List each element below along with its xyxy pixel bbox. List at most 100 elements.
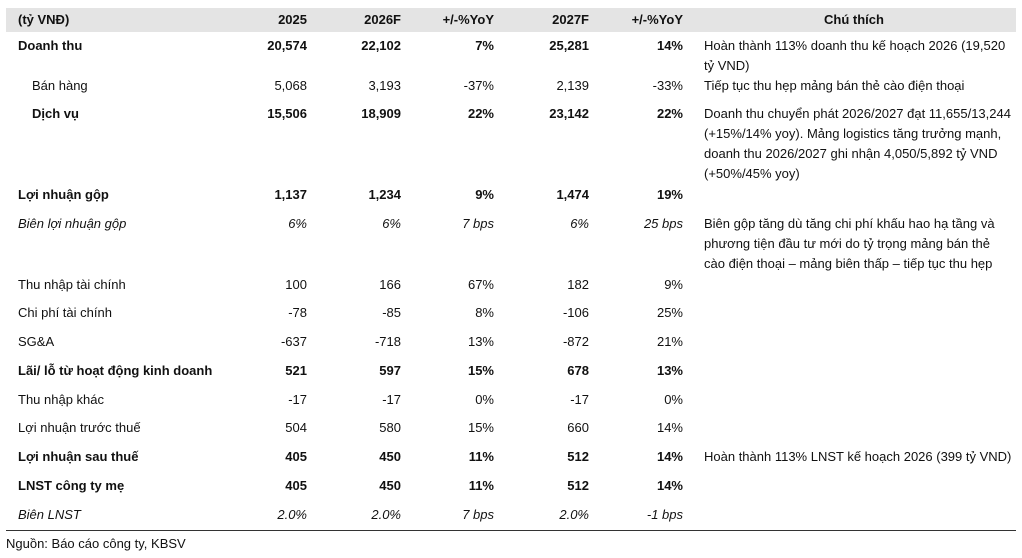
row-label: Lợi nhuận gộp (18, 187, 109, 202)
cell: -17 (288, 392, 307, 407)
cell: 1,474 (556, 187, 589, 202)
cell: 6% (288, 216, 307, 231)
cell: 25% (656, 305, 683, 320)
cell: 18,909 (361, 106, 401, 121)
cell: 15% (467, 363, 494, 378)
cell: 7 bps (462, 216, 494, 231)
cell: 7 bps (462, 507, 494, 522)
cell: 1,137 (274, 187, 307, 202)
row-label: LNST công ty mẹ (18, 478, 125, 493)
cell: 100 (285, 277, 307, 292)
cell: 3,193 (368, 78, 401, 93)
cell: 6% (382, 216, 401, 231)
cell: -1 bps (646, 507, 683, 522)
cell: 678 (567, 363, 589, 378)
cell: 15% (467, 420, 494, 435)
cell: -85 (382, 305, 401, 320)
cell: -17 (570, 392, 589, 407)
cell: 15,506 (267, 106, 307, 121)
cell: 67% (467, 277, 494, 292)
cell: 504 (285, 420, 307, 435)
cell: -17 (382, 392, 401, 407)
cell: 1,234 (368, 187, 401, 202)
header-cell: +/-%YoY (442, 12, 494, 27)
row-label: Biên lợi nhuận gộp (18, 216, 127, 231)
cell: 9% (664, 277, 683, 292)
cell: -872 (562, 334, 589, 349)
cell: 11% (468, 478, 494, 493)
cell: 2.0% (277, 507, 307, 522)
cell: 23,142 (549, 106, 589, 121)
cell: 512 (567, 478, 589, 493)
cell: 0% (475, 392, 494, 407)
cell: 166 (379, 277, 401, 292)
cell: 22,102 (361, 38, 401, 53)
cell: 450 (379, 449, 401, 464)
cell: 14% (656, 38, 683, 53)
cell: 13% (656, 363, 683, 378)
row-label: Thu nhập khác (18, 392, 105, 407)
row-label: Bán hàng (32, 78, 88, 93)
row-label: Thu nhập tài chính (18, 277, 126, 292)
cell: 6% (570, 216, 589, 231)
header-cell: 2026F (364, 12, 401, 27)
cell: 25 bps (643, 216, 683, 231)
cell: 22% (467, 106, 494, 121)
table-header (6, 8, 1016, 32)
cell: -106 (562, 305, 589, 320)
cell: 14% (656, 478, 683, 493)
row-label: Dịch vụ (32, 106, 79, 121)
note: Doanh thu chuyển phát 2026/2027 đạt 11,6… (704, 106, 1011, 181)
cell: 14% (656, 420, 683, 435)
cell: -78 (288, 305, 307, 320)
row-label: SG&A (18, 334, 55, 349)
row-label: Chi phí tài chính (18, 305, 112, 320)
cell: 7% (475, 38, 494, 53)
cell: -637 (280, 334, 307, 349)
row-label: Lãi/ lỗ từ hoạt động kinh doanh (18, 363, 213, 378)
cell: -37% (463, 78, 494, 93)
header-cell: 2027F (552, 12, 589, 27)
cell: 580 (379, 420, 401, 435)
row-label: Doanh thu (18, 38, 83, 53)
cell: 597 (379, 363, 401, 378)
note: Tiếp tục thu hẹp mảng bán thẻ cào điện t… (704, 78, 965, 93)
header-cell: Chú thích (824, 12, 884, 27)
cell: 5,068 (274, 78, 307, 93)
cell: 8% (475, 305, 494, 320)
cell: 19% (656, 187, 683, 202)
header-cell: (tỷ VNĐ) (18, 12, 70, 27)
note: Hoàn thành 113% LNST kế hoạch 2026 (399 … (704, 449, 1012, 464)
cell: 512 (567, 449, 589, 464)
cell: -718 (374, 334, 401, 349)
cell: -33% (652, 78, 683, 93)
cell: 2,139 (556, 78, 589, 93)
cell: 25,281 (549, 38, 589, 53)
header-cell: +/-%YoY (631, 12, 683, 27)
cell: 2.0% (559, 507, 589, 522)
cell: 660 (567, 420, 589, 435)
cell: 20,574 (267, 38, 307, 53)
row-label: Biên LNST (18, 507, 81, 522)
row-label: Lợi nhuận sau thuế (18, 449, 139, 464)
cell: 22% (656, 106, 683, 121)
cell: 182 (567, 277, 589, 292)
note: Hoàn thành 113% doanh thu kế hoạch 2026 … (704, 38, 1006, 73)
source: Nguồn: Báo cáo công ty, KBSV (6, 536, 186, 551)
cell: 2.0% (371, 507, 401, 522)
note: Biên gộp tăng dù tăng chi phí khấu hao h… (704, 216, 995, 271)
cell: 405 (285, 478, 307, 493)
cell: 14% (656, 449, 683, 464)
cell: 450 (379, 478, 401, 493)
cell: 13% (467, 334, 494, 349)
bottom-rule (6, 530, 1016, 531)
header-cell: 2025 (278, 12, 307, 27)
row-label: Lợi nhuận trước thuế (18, 420, 141, 435)
cell: 0% (664, 392, 683, 407)
cell: 9% (475, 187, 494, 202)
cell: 521 (285, 363, 307, 378)
cell: 21% (656, 334, 683, 349)
cell: 405 (285, 449, 307, 464)
cell: 11% (468, 449, 494, 464)
